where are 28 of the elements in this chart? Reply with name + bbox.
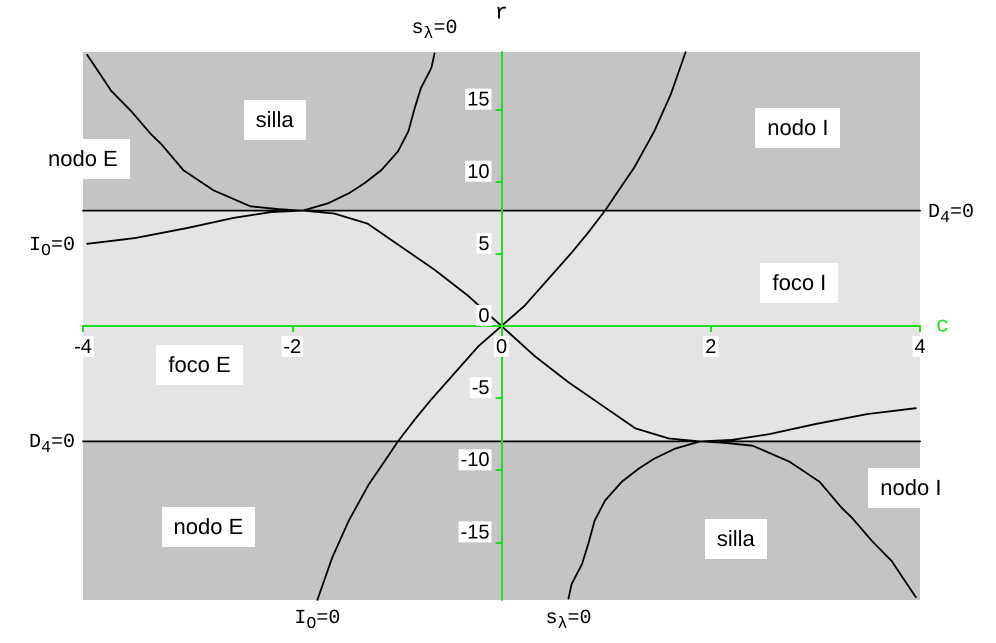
series-label: I$_{O}$=0 xyxy=(29,234,76,262)
x-axis-title: c xyxy=(936,314,950,338)
x-tick-label: -4 xyxy=(74,336,92,358)
y-tick-label: 5 xyxy=(478,232,490,255)
series-label: D$_{4}$=0 xyxy=(928,200,974,228)
y-tick-label: -10 xyxy=(460,449,490,472)
annotation: foco E xyxy=(156,344,243,386)
y-axis-title: r xyxy=(494,0,508,26)
x-tick-label: 2 xyxy=(705,336,716,358)
annotation: silla xyxy=(244,100,306,140)
annotation: foco I xyxy=(760,262,838,303)
x-tick-label: -2 xyxy=(283,336,302,358)
x-tick-label: 4 xyxy=(914,336,926,358)
y-tick-label: 15 xyxy=(467,88,490,111)
y-tick-label: -5 xyxy=(472,377,490,400)
annotation: nodo E xyxy=(162,506,256,547)
annotation: nodo E xyxy=(36,138,130,180)
series-label: D$_{4}$=0 xyxy=(29,431,76,459)
series-label: s$_{λ}$=0 xyxy=(412,17,458,44)
annotation: silla xyxy=(704,519,767,560)
x-tick-label: 0 xyxy=(496,336,508,358)
series-label: s$_{λ}$=0 xyxy=(545,607,592,634)
y-tick-label: 0 xyxy=(478,305,490,327)
y-tick-label: 10 xyxy=(467,160,490,183)
y-tick-label: -15 xyxy=(460,521,490,544)
annotation: nodo I xyxy=(755,108,840,148)
series-label: I$_{O}$=0 xyxy=(294,607,340,634)
annotation: nodo I xyxy=(868,468,954,508)
